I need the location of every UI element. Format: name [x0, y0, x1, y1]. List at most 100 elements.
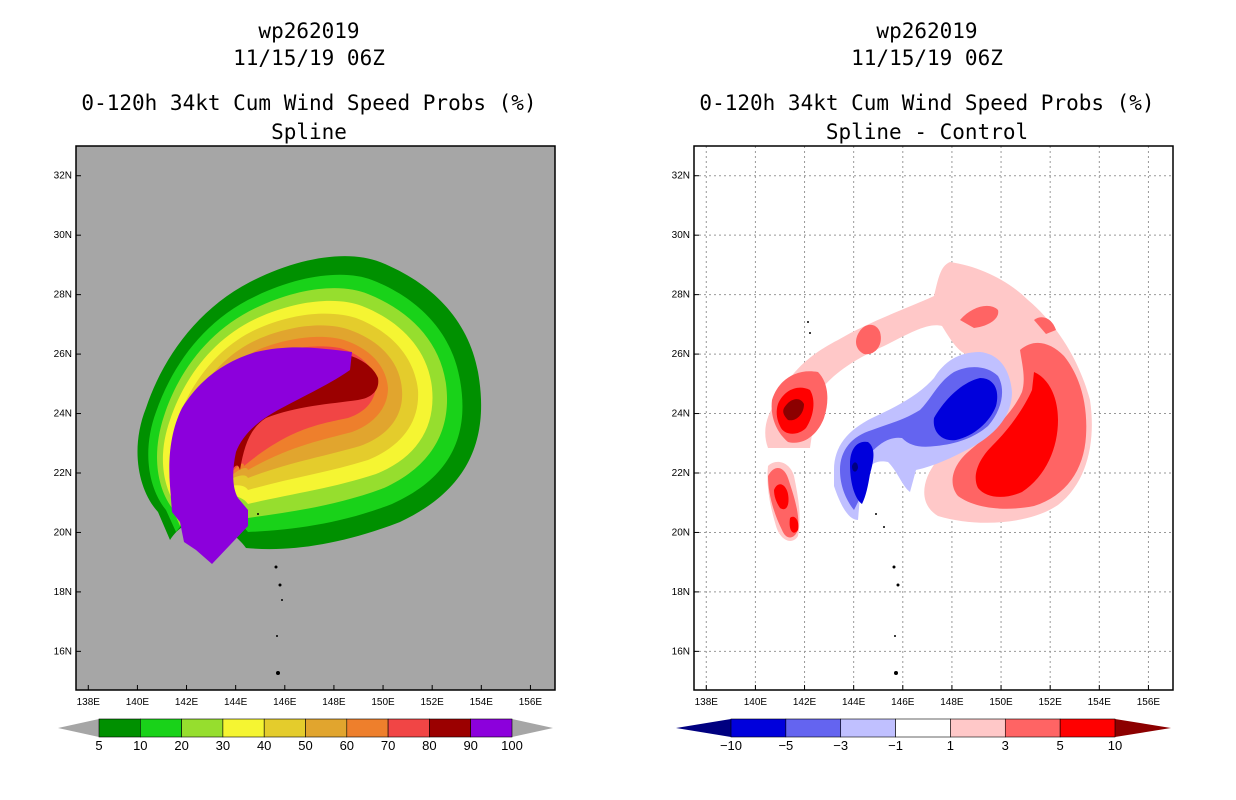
right-storm-id: wp262019	[876, 19, 978, 43]
x-tick-label: 144E	[224, 697, 248, 708]
colorbar-under-arrow	[676, 719, 731, 737]
colorbar-level-label: 30	[216, 738, 230, 753]
colorbar-swatch	[222, 718, 265, 738]
colorbar-swatch	[140, 718, 182, 738]
y-tick-label: 26N	[672, 349, 690, 360]
colorbar-swatch	[1004, 718, 1061, 738]
colorbar-swatch	[181, 718, 224, 738]
island-speck	[809, 332, 811, 334]
x-tick-label: 154E	[470, 697, 494, 708]
left-axis-ticks: 138E 140E 142E 144E 146E 148E 150E 152E 154E 156E…	[54, 171, 543, 708]
x-tick-label: 156E	[1137, 697, 1161, 708]
colorbar-swatch	[429, 718, 471, 738]
island-speck	[276, 635, 278, 637]
diff-contour-neg-5b	[933, 378, 998, 441]
colorbar-level-label: 100	[501, 738, 523, 753]
colorbar-swatch	[840, 718, 896, 738]
prob-contour-100	[174, 356, 348, 556]
colorbar-level-label: −3	[833, 738, 848, 753]
left-colorbar: 5 10 20 30 40 50 60 70 80 90 100	[58, 718, 553, 753]
y-tick-label: 26N	[54, 349, 72, 360]
diff-contour-pos-5d	[789, 516, 799, 533]
colorbar-level-label: −5	[778, 738, 793, 753]
colorbar-level-label: −1	[888, 738, 903, 753]
colorbar-swatch	[950, 718, 1006, 738]
island-speck	[875, 513, 877, 515]
colorbar-under-arrow	[58, 719, 99, 737]
island-speck	[896, 583, 900, 587]
x-tick-label: 154E	[1088, 697, 1112, 708]
right-datetime: 11/15/19 06Z	[851, 46, 1003, 70]
x-tick-label: 140E	[744, 697, 768, 708]
colorbar-level-label: 5	[95, 738, 102, 753]
colorbar-swatch	[305, 718, 348, 738]
colorbar-swatch	[785, 718, 842, 738]
island-speck	[807, 321, 809, 323]
colorbar-level-label: 40	[257, 738, 271, 753]
x-tick-label: 152E	[1038, 697, 1062, 708]
right-chart-panel: wp262019 11/15/19 06Z 0-120h 34kt Cum Wi…	[618, 0, 1236, 800]
colorbar-swatch	[1059, 718, 1116, 738]
island-speck	[276, 671, 280, 675]
diff-contour-neg-10	[852, 462, 858, 472]
y-tick-label: 20N	[54, 527, 72, 538]
y-tick-label: 24N	[54, 409, 72, 420]
y-tick-label: 24N	[672, 409, 690, 420]
right-chart-svg: 138E 140E 142E 144E 146E 148E 150E 152E 154E 156E…	[672, 145, 1174, 753]
colorbar-level-label: 5	[1057, 738, 1064, 753]
colorbar-over-arrow	[1115, 719, 1171, 737]
colorbar-swatch	[730, 718, 787, 738]
x-tick-label: 146E	[273, 697, 297, 708]
island-speck	[894, 671, 898, 675]
left-plot-frame	[75, 145, 556, 691]
y-tick-label: 30N	[672, 230, 690, 241]
colorbar-swatch	[387, 718, 430, 738]
island-speck	[883, 526, 885, 528]
island-speck	[278, 583, 282, 587]
left-chart-title: 0-120h 34kt Cum Wind Speed Probs (%)	[81, 91, 537, 115]
left-chart-panel: wp262019 11/15/19 06Z 0-120h 34kt Cum Wi…	[54, 19, 556, 753]
right-colorbar: −10 −5 −3 −1 1 3 5 10	[676, 718, 1171, 753]
y-tick-label: 16N	[54, 646, 72, 657]
left-chart-subtitle: Spline	[271, 120, 347, 144]
colorbar-level-label: 60	[340, 738, 354, 753]
colorbar-level-label: 1	[947, 738, 954, 753]
x-tick-label: 138E	[77, 697, 101, 708]
x-tick-label: 138E	[695, 697, 719, 708]
island-speck	[274, 565, 278, 569]
x-tick-label: 142E	[793, 697, 817, 708]
colorbar-level-label: 10	[1108, 738, 1122, 753]
colorbar-swatch	[895, 718, 951, 738]
colorbar-level-label: 10	[133, 738, 147, 753]
diff-contour-pos-3f	[1034, 317, 1056, 334]
y-tick-label: 18N	[672, 587, 690, 598]
x-tick-label: 150E	[371, 697, 395, 708]
y-tick-label: 20N	[672, 527, 690, 538]
x-tick-label: 148E	[322, 697, 346, 708]
diff-contour-pos-10	[783, 399, 804, 421]
y-tick-label: 28N	[54, 290, 72, 301]
left-storm-id: wp262019	[258, 19, 360, 43]
diff-contour-pos-5c	[975, 372, 1058, 497]
right-axis-ticks: 138E 140E 142E 144E 146E 148E 150E 152E 154E 156E…	[672, 171, 1161, 708]
island-speck	[281, 599, 283, 601]
colorbar-swatch	[470, 718, 513, 738]
colorbar-level-label: 90	[463, 738, 477, 753]
x-tick-label: 150E	[989, 697, 1013, 708]
y-tick-label: 32N	[54, 171, 72, 182]
left-chart-svg: 138E 140E 142E 144E 146E 148E 150E 152E 154E 156E…	[54, 145, 556, 753]
y-tick-label: 22N	[54, 468, 72, 479]
x-tick-label: 142E	[175, 697, 199, 708]
right-chart-subtitle: Spline - Control	[825, 120, 1029, 144]
colorbar-level-label: 80	[422, 738, 436, 753]
colorbar-over-arrow	[512, 719, 553, 737]
colorbar-level-label: 3	[1002, 738, 1009, 753]
colorbar-swatch	[263, 718, 306, 738]
x-tick-label: 152E	[420, 697, 444, 708]
diff-contour-pos-3e	[960, 305, 999, 328]
island-speck	[894, 635, 896, 637]
y-tick-label: 28N	[672, 290, 690, 301]
x-tick-label: 156E	[519, 697, 543, 708]
diff-contour-pos-3d	[856, 324, 881, 355]
island-speck	[892, 565, 896, 569]
